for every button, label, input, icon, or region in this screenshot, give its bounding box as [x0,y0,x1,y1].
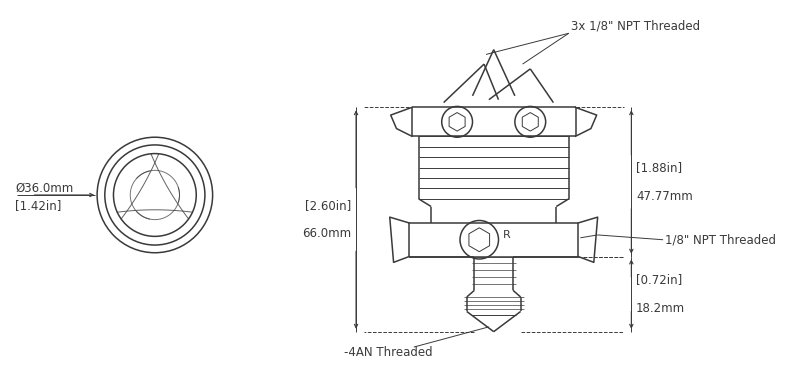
Text: 47.77mm: 47.77mm [636,190,693,203]
Text: [2.60in]: [2.60in] [305,199,351,212]
Text: [1.42in]: [1.42in] [15,199,61,212]
Text: [1.88in]: [1.88in] [636,161,682,174]
Text: 3x 1/8" NPT Threaded: 3x 1/8" NPT Threaded [571,19,700,32]
Text: Ø36.0mm: Ø36.0mm [15,182,73,195]
Text: [0.72in]: [0.72in] [636,273,682,286]
Text: -4AN Threaded: -4AN Threaded [345,346,433,359]
Text: 66.0mm: 66.0mm [302,227,351,240]
Text: 1/8" NPT Threaded: 1/8" NPT Threaded [665,233,776,246]
Text: 18.2mm: 18.2mm [636,302,685,315]
Text: R: R [504,230,511,240]
